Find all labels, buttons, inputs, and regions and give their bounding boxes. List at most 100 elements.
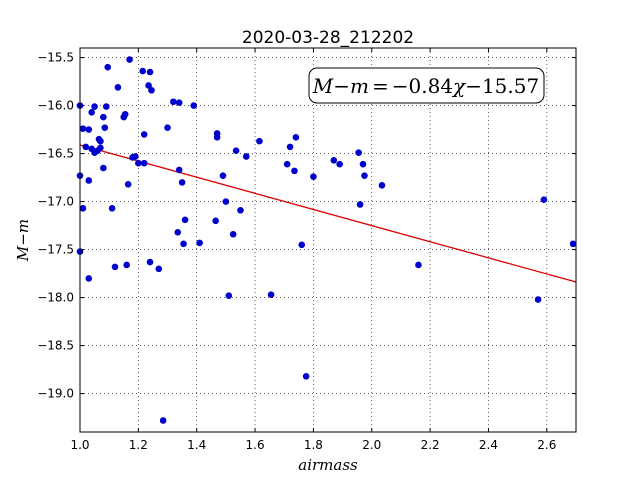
data-point bbox=[237, 206, 244, 214]
data-point bbox=[256, 137, 263, 145]
ticks: 1.0 1.2 1.4 1.6 1.8 2.0 2.2 2.4 2.6 −15.5 −16.0 −16… bbox=[37, 48, 576, 452]
data-point bbox=[243, 153, 250, 160]
data-point bbox=[225, 292, 233, 299]
data-point bbox=[85, 275, 93, 282]
data-point bbox=[79, 125, 87, 132]
data-point bbox=[292, 133, 300, 141]
data-point bbox=[356, 201, 364, 208]
y-tick-label: −17.5 bbox=[37, 243, 74, 257]
chart-title: 2020-03-28_212202 bbox=[242, 28, 414, 48]
x-tick-label: 2.4 bbox=[479, 438, 498, 452]
data-point bbox=[336, 160, 343, 168]
data-point bbox=[100, 113, 107, 121]
x-tick-label: 1.6 bbox=[246, 438, 265, 452]
x-tick-label: 1.0 bbox=[70, 438, 89, 452]
data-point bbox=[135, 159, 142, 167]
data-point bbox=[91, 103, 98, 110]
data-point bbox=[298, 241, 306, 249]
data-point bbox=[283, 160, 291, 168]
data-point bbox=[104, 63, 112, 71]
data-point bbox=[174, 229, 182, 236]
data-point bbox=[85, 177, 93, 184]
data-point bbox=[222, 198, 230, 205]
y-tick-label: −18.5 bbox=[37, 339, 74, 353]
data-point bbox=[170, 98, 177, 106]
y-axis-label: M−m bbox=[14, 219, 32, 262]
data-point bbox=[102, 103, 110, 110]
data-point bbox=[100, 164, 107, 172]
data-point bbox=[79, 205, 87, 212]
data-point bbox=[219, 172, 227, 179]
data-point bbox=[123, 261, 130, 269]
data-point bbox=[229, 230, 237, 238]
data-point bbox=[181, 216, 189, 224]
data-point bbox=[111, 263, 119, 271]
data-point bbox=[540, 196, 548, 203]
data-point bbox=[164, 124, 171, 131]
data-point bbox=[148, 86, 155, 94]
data-point bbox=[132, 153, 139, 160]
data-point bbox=[140, 131, 148, 138]
data-point bbox=[175, 99, 183, 107]
data-point bbox=[146, 68, 154, 76]
data-point bbox=[159, 417, 167, 424]
annotation-box bbox=[308, 67, 545, 104]
data-points bbox=[76, 56, 577, 424]
data-point bbox=[97, 144, 104, 152]
data-point bbox=[415, 261, 422, 269]
annotation-equation: M−m = −0.84χ−15.57 bbox=[312, 74, 539, 98]
x-tick-label: 1.4 bbox=[187, 438, 206, 452]
x-tick-label: 2.0 bbox=[362, 438, 381, 452]
annotation-minus: − bbox=[333, 74, 350, 98]
x-tick-label: 2.6 bbox=[537, 438, 556, 452]
data-point bbox=[291, 167, 298, 175]
data-point bbox=[145, 82, 152, 89]
annotation-m: m bbox=[350, 74, 369, 98]
annotation-const: −15.57 bbox=[465, 74, 539, 98]
data-point bbox=[361, 172, 368, 179]
y-tick-label: −17.0 bbox=[37, 195, 74, 209]
fit-line bbox=[79, 144, 577, 283]
data-point bbox=[378, 181, 386, 189]
plot-frame bbox=[79, 47, 577, 433]
y-tick-label: −19.0 bbox=[37, 387, 74, 401]
y-tick-label: −16.0 bbox=[37, 99, 74, 113]
data-point bbox=[97, 137, 104, 145]
data-point bbox=[146, 258, 154, 266]
data-point bbox=[180, 240, 187, 248]
x-tick-label: 2.2 bbox=[421, 438, 440, 452]
annotation-coef: −0.84 bbox=[392, 74, 453, 98]
fit-line-group bbox=[79, 144, 577, 283]
data-point bbox=[85, 126, 93, 133]
data-point bbox=[359, 160, 367, 168]
data-point bbox=[82, 143, 90, 151]
data-point bbox=[155, 265, 163, 273]
x-axis-label: airmass bbox=[298, 456, 358, 474]
grid bbox=[79, 48, 576, 432]
data-point bbox=[114, 84, 122, 91]
data-point bbox=[124, 181, 132, 188]
data-point bbox=[101, 124, 109, 131]
data-point bbox=[569, 240, 577, 248]
data-point bbox=[267, 291, 275, 299]
y-tick-label: −18.0 bbox=[37, 291, 74, 305]
data-point bbox=[108, 205, 116, 212]
data-point bbox=[196, 239, 203, 247]
data-point bbox=[175, 166, 183, 174]
data-point bbox=[534, 296, 542, 303]
x-tick-label: 1.8 bbox=[304, 438, 323, 452]
data-point bbox=[355, 149, 362, 156]
y-tick-label: −15.5 bbox=[37, 51, 74, 65]
data-point bbox=[139, 67, 147, 75]
data-point bbox=[213, 133, 221, 141]
data-point bbox=[88, 109, 95, 116]
data-point bbox=[190, 102, 198, 109]
fit-annotation: M−m = −0.84χ−15.57 bbox=[308, 67, 545, 104]
data-point bbox=[178, 179, 186, 186]
data-point bbox=[212, 217, 219, 225]
data-point bbox=[232, 147, 240, 155]
data-point bbox=[286, 143, 294, 151]
y-tick-label: −16.5 bbox=[37, 147, 74, 161]
data-point bbox=[140, 159, 148, 167]
